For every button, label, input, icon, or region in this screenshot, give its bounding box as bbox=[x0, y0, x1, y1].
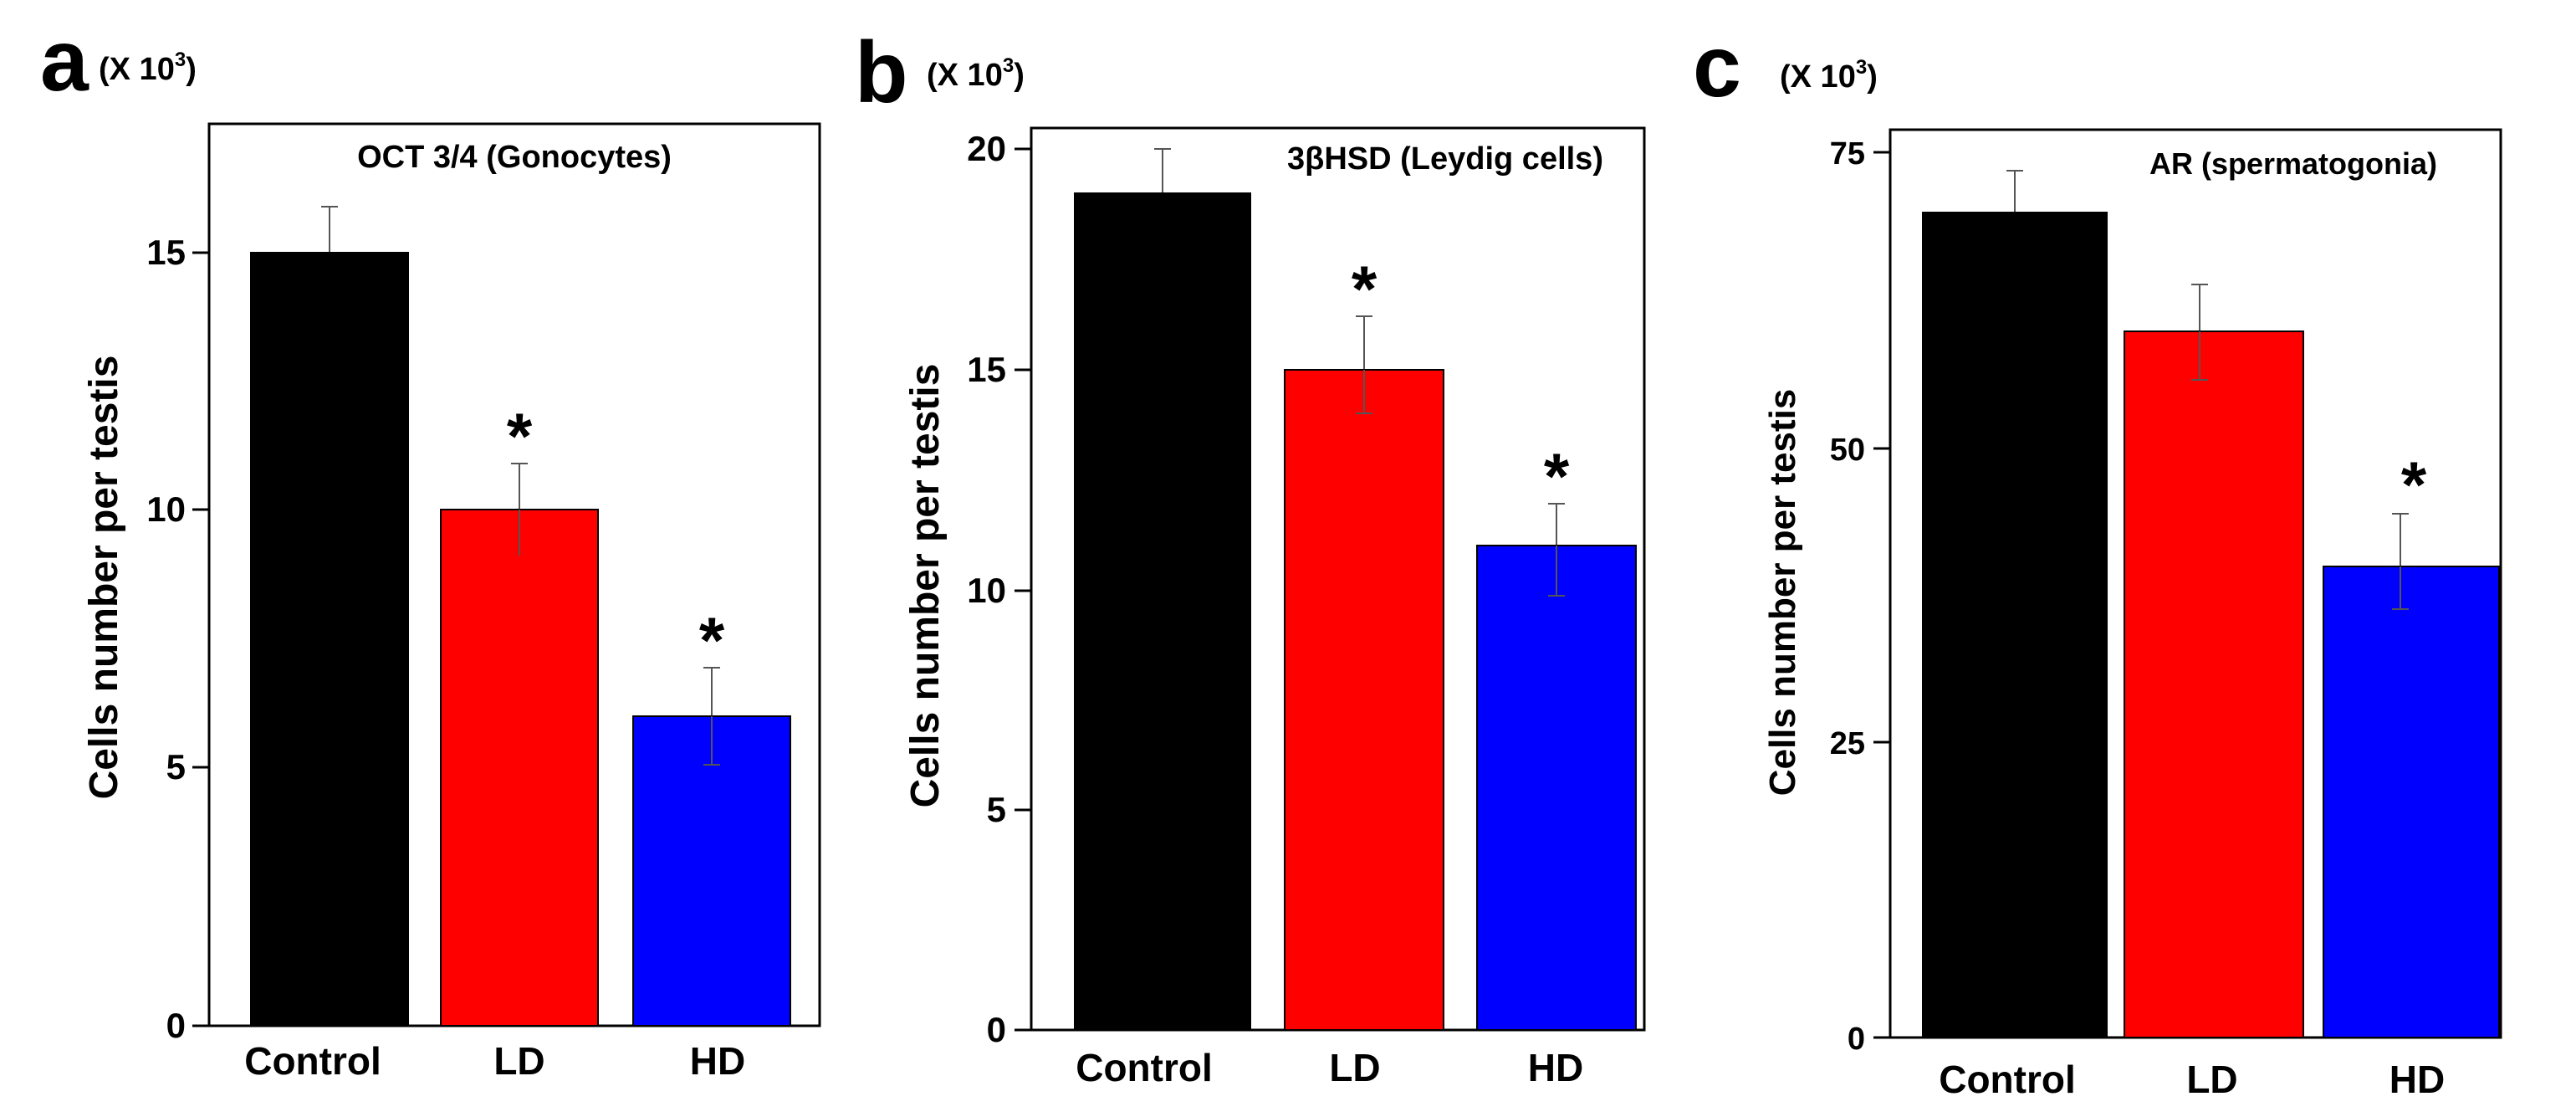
y-tick-label: 15 bbox=[967, 350, 1006, 389]
scale-exponent: 3 bbox=[175, 49, 186, 71]
scale-label: (X 103) bbox=[99, 49, 197, 87]
bar-hd bbox=[1476, 545, 1637, 1031]
scale-close: ) bbox=[1867, 59, 1878, 95]
panel-letter: a bbox=[40, 13, 89, 110]
y-tick-label: 10 bbox=[146, 489, 186, 529]
scale-close: ) bbox=[186, 52, 197, 87]
scale-exponent: 3 bbox=[1003, 54, 1014, 77]
scale-close: ) bbox=[1014, 58, 1025, 93]
x-tick-label: Control bbox=[244, 1039, 381, 1083]
significance-marker: * bbox=[699, 603, 725, 677]
panel-c: c (X 103) AR (spermatogonia) Cells numbe… bbox=[1693, 18, 2502, 1101]
y-tick-label: 0 bbox=[166, 1006, 186, 1045]
scale-base: (X 10 bbox=[99, 52, 175, 87]
x-tick-label: HD bbox=[690, 1039, 745, 1083]
bar-ld bbox=[440, 509, 599, 1027]
y-tick-label: 0 bbox=[1848, 1022, 1865, 1057]
panel-b: b (X 103) 3βHSD (Leydig cells) Cells num… bbox=[855, 24, 1646, 1089]
y-tick-label: 50 bbox=[1830, 433, 1865, 468]
y-tick-label: 15 bbox=[146, 233, 186, 272]
bars: * * bbox=[1074, 148, 1637, 1031]
y-tick-label: 5 bbox=[166, 747, 186, 787]
bar-control bbox=[250, 252, 409, 1027]
panel-a: a (X 103) OCT 3/4 (Gonocytes) Cells numb… bbox=[40, 13, 821, 1083]
scale-label: (X 103) bbox=[1780, 56, 1878, 95]
significance-marker: * bbox=[2401, 448, 2427, 521]
panel-letter: c bbox=[1693, 18, 1741, 115]
significance-marker: * bbox=[507, 399, 533, 473]
bar-hd bbox=[2323, 566, 2500, 1038]
bar-ld bbox=[1284, 369, 1444, 1031]
y-axis-label: Cells number per testis bbox=[1762, 389, 1803, 797]
x-axis: Control LD HD bbox=[1939, 1058, 2445, 1101]
significance-marker: * bbox=[1352, 252, 1377, 325]
chart-title: 3βHSD (Leydig cells) bbox=[1287, 141, 1603, 177]
scale-exponent: 3 bbox=[1856, 56, 1867, 79]
y-tick-label: 5 bbox=[987, 790, 1006, 829]
y-axis-label: Cells number per testis bbox=[903, 364, 948, 808]
x-tick-label: HD bbox=[1528, 1046, 1583, 1089]
bars: * bbox=[1922, 170, 2500, 1038]
significance-marker: * bbox=[1544, 439, 1570, 513]
y-tick-label: 75 bbox=[1830, 136, 1865, 172]
y-axis: 0 5 10 15 20 bbox=[967, 129, 1031, 1049]
x-axis: Control LD HD bbox=[1076, 1046, 1583, 1089]
y-axis-label: Cells number per testis bbox=[82, 356, 126, 800]
scale-base: (X 10 bbox=[1780, 59, 1856, 95]
y-axis: 0 25 50 75 bbox=[1830, 136, 1890, 1057]
y-tick-label: 10 bbox=[967, 571, 1006, 610]
x-tick-label: LD bbox=[1329, 1046, 1380, 1089]
x-tick-label: LD bbox=[2186, 1058, 2237, 1101]
x-tick-label: LD bbox=[493, 1039, 544, 1083]
chart-title: AR (spermatogonia) bbox=[2149, 146, 2437, 181]
panel-letter: b bbox=[855, 24, 908, 121]
bars: * * bbox=[250, 206, 791, 1027]
x-tick-label: Control bbox=[1939, 1058, 2076, 1101]
y-tick-label: 20 bbox=[967, 129, 1006, 168]
scale-base: (X 10 bbox=[927, 58, 1003, 93]
bar-hd bbox=[632, 715, 791, 1027]
bar-ld bbox=[2124, 330, 2304, 1038]
y-tick-label: 25 bbox=[1830, 726, 1865, 761]
chart-title: OCT 3/4 (Gonocytes) bbox=[357, 140, 672, 175]
x-tick-label: Control bbox=[1076, 1046, 1213, 1089]
y-tick-label: 0 bbox=[987, 1010, 1006, 1049]
scale-label: (X 103) bbox=[927, 54, 1025, 93]
bar-control bbox=[1074, 192, 1251, 1031]
x-tick-label: HD bbox=[2389, 1058, 2445, 1101]
y-axis: 0 5 10 15 bbox=[146, 233, 209, 1045]
bar-control bbox=[1922, 212, 2108, 1038]
x-axis: Control LD HD bbox=[244, 1039, 745, 1083]
